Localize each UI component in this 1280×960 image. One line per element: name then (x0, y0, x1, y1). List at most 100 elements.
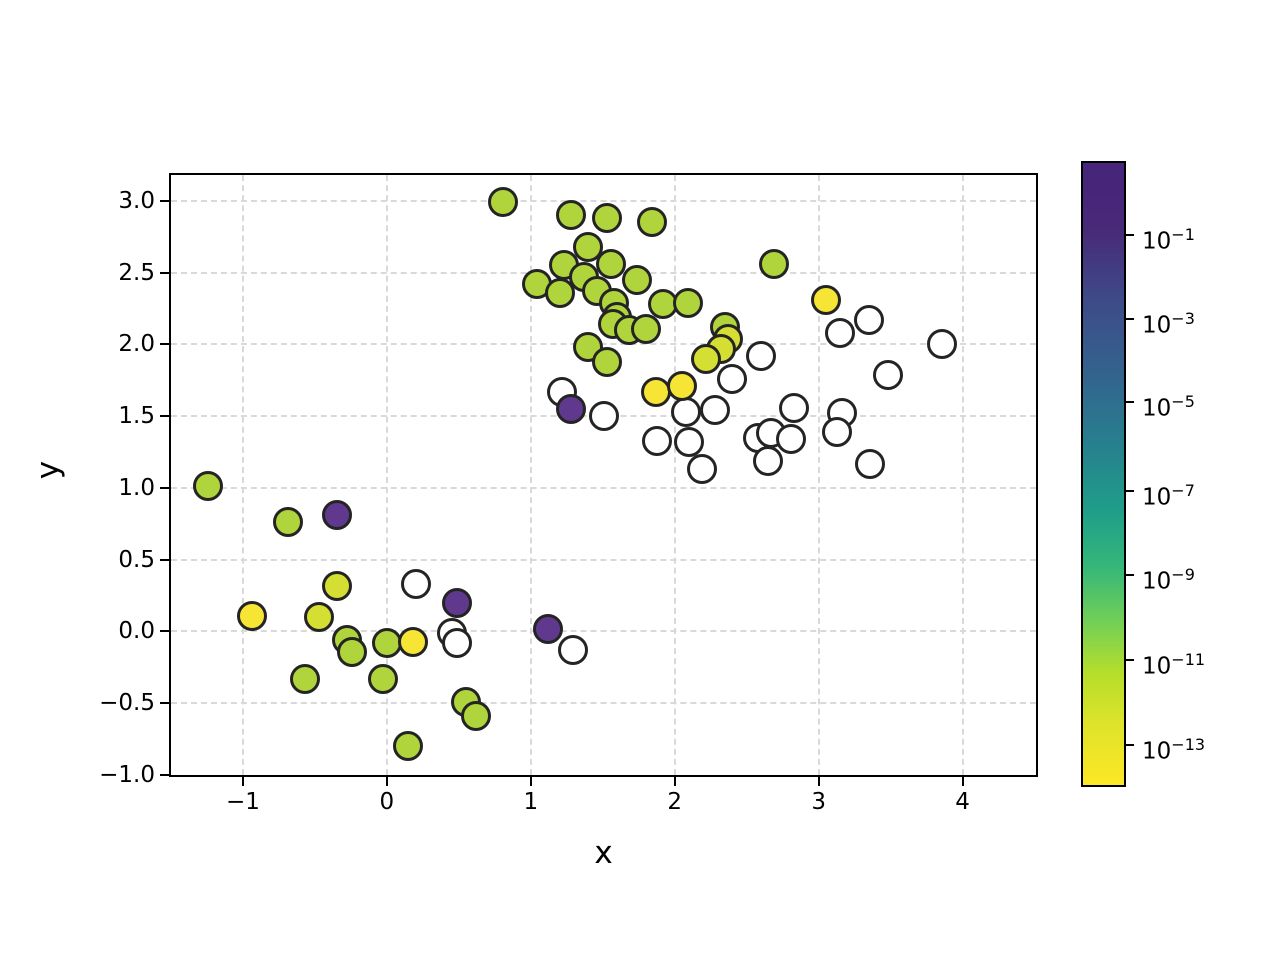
scatter-point (779, 392, 810, 423)
x-tick (673, 777, 676, 786)
scatter-point (272, 507, 303, 538)
scatter-point (622, 264, 653, 295)
scatter-point (666, 371, 697, 401)
scatter-point (596, 248, 627, 279)
x-gridline (817, 175, 820, 775)
colorbar-tick (1126, 658, 1134, 661)
x-tick-label: 3 (811, 789, 826, 815)
x-tick (241, 777, 244, 786)
y-tick-label: 1.0 (118, 474, 155, 501)
colorbar-tick-label: 10−11 (1142, 649, 1206, 680)
scatter-point (461, 701, 492, 732)
scatter-point (825, 317, 856, 348)
scatter-point (672, 287, 703, 318)
x-axis-label: x (594, 835, 613, 871)
scatter-point (236, 600, 267, 631)
y-tick-label: 1.5 (118, 403, 155, 430)
scatter-point (759, 248, 790, 279)
colorbar-tick (1126, 318, 1134, 321)
colorbar-tick-label: 10−9 (1142, 564, 1195, 595)
x-gridline (529, 175, 532, 775)
y-gridline (171, 199, 1036, 202)
x-tick-label: 0 (379, 789, 395, 815)
scatter-point (872, 359, 903, 390)
scatter-point (717, 363, 748, 394)
x-tick (817, 777, 820, 786)
scatter-point (642, 425, 673, 456)
y-tick (160, 774, 169, 776)
scatter-point (304, 602, 335, 633)
colorbar-tick-label: 10−3 (1142, 309, 1195, 339)
scatter-point (321, 570, 352, 601)
scatter-point (691, 343, 722, 374)
colorbar-tick (1126, 234, 1134, 237)
colorbar-tick (1126, 744, 1134, 747)
colorbar-tick-label: 10−7 (1142, 481, 1195, 512)
y-gridline (171, 486, 1036, 489)
scatter-point (636, 207, 667, 238)
scatter-point (573, 231, 604, 262)
scatter-point (671, 396, 702, 427)
scatter-point (589, 401, 620, 432)
scatter-point (753, 445, 784, 476)
y-tick-label: 2.5 (118, 259, 155, 286)
scatter-point (400, 569, 431, 600)
y-tick (160, 343, 169, 346)
x-gridline (241, 175, 244, 775)
colorbar-tick-label: 10−13 (1142, 735, 1206, 765)
y-tick-label: 0.5 (118, 546, 155, 573)
y-tick-label: 2.0 (118, 331, 155, 358)
colorbar-tick (1126, 573, 1134, 576)
y-gridline (171, 343, 1036, 346)
colorbar-tick (1126, 490, 1134, 493)
colorbar-tick-label: 10−1 (1142, 225, 1195, 255)
scatter-point (674, 426, 705, 457)
y-tick-label: −0.5 (99, 690, 155, 717)
y-tick (160, 558, 169, 561)
scatter-point (776, 424, 807, 455)
scatter-point (393, 731, 424, 762)
x-tick-label: 2 (667, 789, 683, 815)
plot-area (169, 173, 1038, 777)
y-tick (160, 702, 169, 705)
scatter-point (630, 313, 661, 344)
colorbar (1081, 161, 1126, 787)
x-tick-label: 4 (955, 789, 970, 815)
scatter-point (193, 471, 224, 502)
colorbar-tick (1126, 401, 1134, 404)
x-tick-label: 1 (523, 789, 539, 815)
scatter-point (810, 284, 841, 315)
y-tick-label: 3.0 (118, 187, 155, 214)
scatter-point (927, 329, 958, 360)
scatter-point (557, 635, 588, 666)
y-tick (160, 630, 169, 633)
x-tick (385, 777, 388, 786)
colorbar-tick-label: 10−5 (1142, 392, 1195, 423)
y-tick (160, 486, 169, 489)
x-gridline (673, 175, 676, 775)
scatter-point (855, 448, 886, 479)
scatter-point (337, 636, 368, 667)
y-tick-label: −1.0 (99, 762, 155, 788)
scatter-point (556, 200, 587, 231)
scatter-point (592, 203, 623, 234)
scatter-point (556, 393, 587, 424)
x-gridline (961, 175, 964, 775)
scatter-point (397, 626, 428, 657)
x-gridline (385, 175, 388, 775)
scatter-point (746, 340, 777, 371)
y-tick (160, 415, 169, 418)
x-tick-label: −1 (226, 789, 260, 815)
scatter-point (700, 395, 731, 426)
scatter-point (822, 416, 853, 447)
y-gridline (171, 702, 1036, 705)
scatter-point (533, 613, 564, 644)
scatter-point (442, 587, 473, 618)
scatter-point (289, 663, 320, 694)
scatter-point (442, 627, 473, 658)
y-tick (160, 199, 169, 202)
scatter-point (488, 187, 519, 218)
x-tick (529, 777, 532, 786)
y-tick-label: 0.0 (118, 618, 155, 645)
